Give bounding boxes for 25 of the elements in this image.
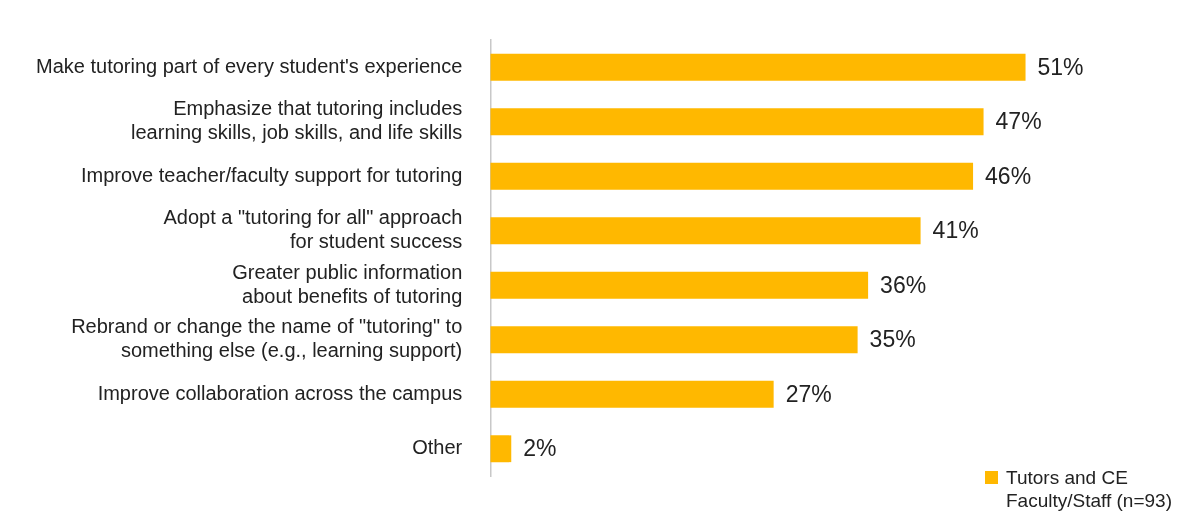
data-label: 36%: [880, 271, 927, 298]
legend-label: Tutors and CE Faculty/Staff (n=93): [1006, 466, 1172, 512]
bar: [490, 162, 974, 190]
y-tick-label: Greater public information about benefits of tutoring: [232, 260, 463, 307]
data-label: 27%: [785, 380, 832, 407]
data-label: 46%: [985, 162, 1032, 189]
data-label: 35%: [869, 326, 916, 353]
data-label: 41%: [932, 217, 979, 244]
bar: [490, 108, 984, 136]
data-label: 51%: [1037, 53, 1084, 80]
y-tick-label: Improve teacher/faculty support for tutoring: [80, 163, 463, 186]
y-tick-label: Make tutoring part of every student's experience: [35, 54, 463, 77]
y-tick-label: Adopt a "tutoring for all" approach for student success: [163, 206, 463, 253]
bar: [490, 326, 858, 354]
y-tick-label: Rebrand or change the name of "tutoring" to something else (e.g., learning support): [71, 315, 463, 362]
bar: [490, 53, 1026, 81]
bar: [490, 380, 774, 408]
y-tick-label: Improve collaboration across the campus: [97, 381, 463, 404]
data-label: 47%: [995, 108, 1042, 135]
y-tick-label: Emphasize that tutoring includes learning skills, job skills, and life skills: [131, 97, 463, 144]
bar: [490, 435, 512, 463]
bar: [490, 217, 921, 245]
data-label: 2%: [523, 435, 557, 462]
y-tick-label: Other: [412, 436, 463, 459]
bar: [490, 271, 869, 299]
